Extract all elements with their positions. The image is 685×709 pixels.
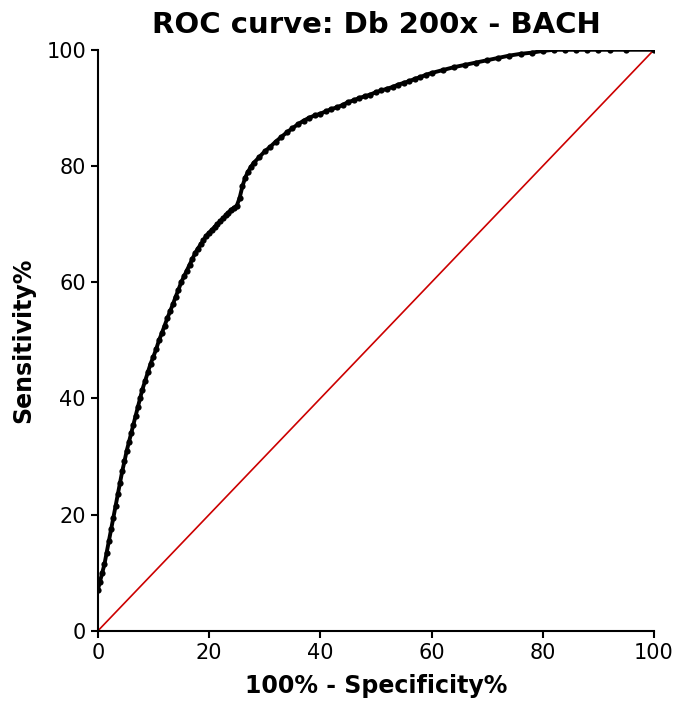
Title: ROC curve: Db 200x - BACH: ROC curve: Db 200x - BACH [151, 11, 600, 39]
X-axis label: 100% - Specificity%: 100% - Specificity% [245, 674, 507, 698]
Y-axis label: Sensitivity%: Sensitivity% [11, 257, 35, 423]
